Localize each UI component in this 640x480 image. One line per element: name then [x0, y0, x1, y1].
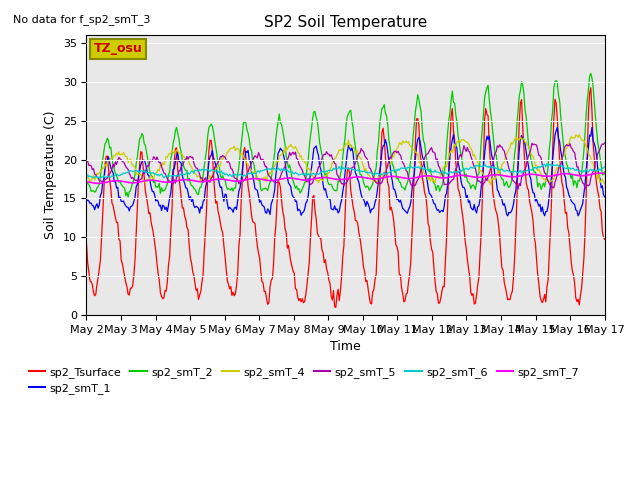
sp2_smT_2 — [601, 169, 609, 175]
sp2_smT_1 — [357, 192, 365, 197]
sp2_smT_7 — [601, 170, 609, 176]
Y-axis label: Soil Temperature (C): Soil Temperature (C) — [44, 111, 57, 240]
sp2_Tsurface — [587, 85, 595, 91]
sp2_smT_5 — [454, 158, 462, 164]
sp2_smT_7 — [596, 170, 604, 176]
Legend: sp2_Tsurface, sp2_smT_1, sp2_smT_2, sp2_smT_4, sp2_smT_5, sp2_smT_6, sp2_smT_7: sp2_Tsurface, sp2_smT_1, sp2_smT_2, sp2_… — [24, 362, 584, 399]
sp2_smT_7 — [456, 172, 463, 178]
Title: SP2 Soil Temperature: SP2 Soil Temperature — [264, 15, 427, 30]
sp2_smT_4 — [384, 164, 392, 170]
sp2_smT_5 — [48, 161, 56, 167]
sp2_smT_5 — [281, 164, 289, 170]
sp2_smT_4 — [601, 181, 609, 187]
Line: sp2_smT_5: sp2_smT_5 — [52, 143, 605, 189]
Text: TZ_osu: TZ_osu — [93, 42, 142, 55]
sp2_smT_2 — [221, 177, 229, 182]
sp2_smT_2 — [551, 79, 559, 84]
sp2_smT_6 — [358, 169, 366, 175]
sp2_smT_2 — [587, 71, 595, 76]
sp2_smT_5 — [384, 162, 392, 168]
sp2_smT_2 — [48, 180, 56, 185]
sp2_smT_1 — [504, 213, 511, 219]
sp2_smT_7 — [60, 181, 67, 187]
sp2_smT_7 — [282, 175, 290, 181]
sp2_smT_6 — [221, 172, 229, 178]
sp2_smT_4 — [551, 170, 559, 176]
Text: No data for f_sp2_smT_3: No data for f_sp2_smT_3 — [13, 14, 150, 25]
Line: sp2_smT_4: sp2_smT_4 — [52, 135, 605, 184]
sp2_Tsurface — [551, 96, 559, 102]
Line: sp2_smT_1: sp2_smT_1 — [52, 127, 605, 216]
Line: sp2_smT_2: sp2_smT_2 — [52, 73, 605, 197]
sp2_smT_1 — [220, 198, 228, 204]
sp2_Tsurface — [456, 189, 463, 195]
sp2_Tsurface — [220, 243, 228, 249]
sp2_smT_5 — [220, 154, 228, 159]
sp2_smT_1 — [554, 124, 561, 130]
sp2_smT_1 — [551, 132, 559, 138]
X-axis label: Time: Time — [330, 340, 361, 353]
sp2_smT_2 — [282, 153, 290, 158]
sp2_smT_2 — [124, 194, 132, 200]
sp2_smT_6 — [97, 176, 104, 181]
sp2_smT_4 — [48, 160, 56, 166]
sp2_smT_6 — [48, 172, 56, 178]
sp2_smT_4 — [357, 156, 365, 162]
sp2_smT_7 — [358, 174, 366, 180]
sp2_smT_4 — [454, 138, 462, 144]
Line: sp2_smT_7: sp2_smT_7 — [52, 173, 605, 184]
sp2_smT_1 — [384, 149, 392, 155]
sp2_Tsurface — [385, 184, 393, 190]
sp2_smT_6 — [552, 163, 560, 168]
sp2_smT_7 — [551, 172, 559, 178]
sp2_smT_7 — [48, 180, 56, 185]
sp2_Tsurface — [358, 252, 366, 258]
sp2_smT_2 — [358, 174, 366, 180]
Line: sp2_smT_6: sp2_smT_6 — [52, 164, 605, 179]
sp2_smT_6 — [543, 161, 551, 167]
sp2_smT_1 — [281, 158, 289, 164]
sp2_smT_7 — [221, 177, 229, 182]
sp2_smT_6 — [282, 168, 290, 173]
sp2_smT_5 — [601, 140, 609, 146]
sp2_Tsurface — [48, 249, 56, 254]
sp2_Tsurface — [332, 304, 340, 310]
sp2_Tsurface — [281, 226, 289, 231]
Line: sp2_Tsurface: sp2_Tsurface — [52, 88, 605, 307]
sp2_smT_4 — [220, 154, 228, 160]
sp2_smT_2 — [385, 137, 393, 143]
sp2_smT_6 — [456, 168, 463, 174]
sp2_smT_4 — [486, 181, 494, 187]
sp2_smT_4 — [575, 132, 583, 138]
sp2_smT_5 — [551, 179, 559, 185]
sp2_smT_7 — [385, 174, 393, 180]
sp2_smT_4 — [281, 150, 289, 156]
sp2_smT_5 — [357, 145, 365, 151]
sp2_smT_1 — [601, 194, 609, 200]
sp2_Tsurface — [601, 237, 609, 242]
sp2_smT_2 — [456, 140, 463, 145]
sp2_smT_1 — [48, 193, 56, 199]
sp2_smT_1 — [454, 160, 462, 166]
sp2_smT_6 — [601, 164, 609, 169]
sp2_smT_5 — [515, 186, 522, 192]
sp2_smT_6 — [385, 169, 393, 175]
